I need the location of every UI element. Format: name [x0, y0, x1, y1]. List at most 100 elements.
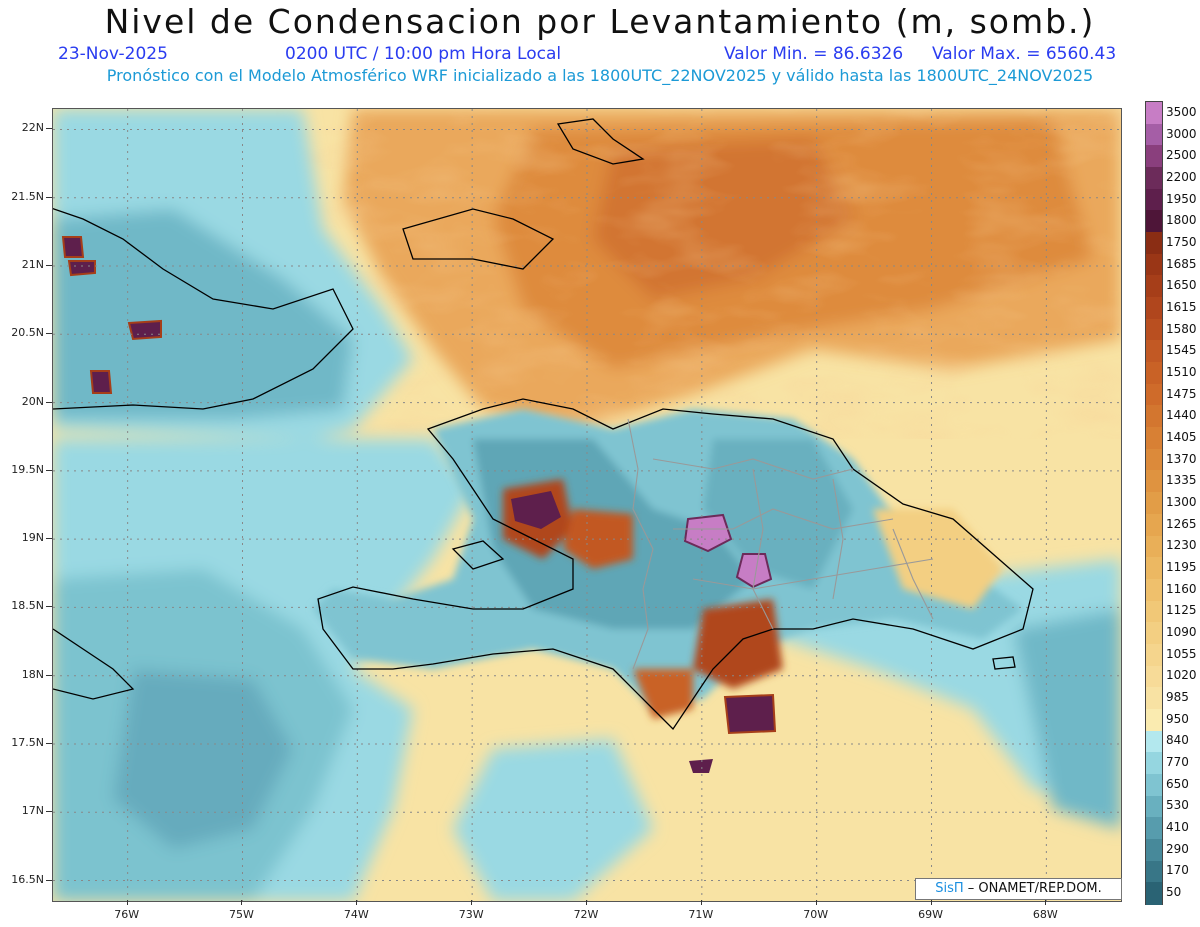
colorbar-level-label: 1510	[1166, 364, 1197, 379]
longitude-tick-mark	[241, 900, 243, 905]
colorbar-level-label: 770	[1166, 755, 1189, 770]
coast-jamaica	[53, 628, 135, 700]
colorbar-level-label: 1230	[1166, 538, 1197, 553]
coast-saona	[992, 656, 1016, 670]
colorbar-level-label: 1650	[1166, 278, 1197, 293]
latitude-tick-mark	[46, 128, 52, 130]
longitude-tick-mark	[1045, 900, 1047, 905]
credit-brand: SisΠ	[935, 881, 964, 896]
latitude-tick-mark	[46, 469, 52, 471]
coastlines	[53, 118, 1034, 731]
colorbar-level-label: 3000	[1166, 126, 1197, 141]
longitude-tick-mark	[815, 900, 817, 905]
colorbar-segment	[1146, 622, 1162, 645]
longitude-tick-label: 74W	[343, 908, 369, 921]
colorbar-level-label: 290	[1166, 841, 1189, 856]
colorbar-level-label: 650	[1166, 776, 1189, 791]
colorbar-segment	[1146, 730, 1162, 753]
colorbar-level-label: 1615	[1166, 299, 1197, 314]
colorbar-segment	[1146, 427, 1162, 450]
map-panel	[52, 108, 1122, 902]
colorbar-level-label: 50	[1166, 885, 1182, 900]
coast-caicos	[556, 118, 645, 165]
field-teal-west	[53, 109, 473, 901]
latitude-tick-mark	[46, 401, 52, 403]
colorbar-level-label: 1440	[1166, 408, 1197, 423]
longitude-tick-mark	[356, 900, 358, 905]
colorbar-level-label: 1195	[1166, 560, 1197, 575]
colorbar-segment	[1146, 578, 1162, 602]
colorbar-segment	[1146, 557, 1162, 580]
longitude-tick-label: 71W	[688, 908, 714, 921]
latitude-tick-label: 20N	[21, 394, 44, 408]
colorbar-segment	[1146, 600, 1162, 623]
latitude-tick-mark	[46, 538, 52, 540]
colorbar-segment	[1146, 492, 1162, 515]
coast-cuba	[53, 208, 354, 410]
latitude-tick-label: 21.5N	[11, 189, 44, 203]
colorbar-segment	[1146, 752, 1162, 775]
longitude-tick-mark	[471, 900, 473, 905]
colorbar-segment	[1146, 860, 1162, 883]
colorbar-segment	[1146, 470, 1162, 493]
colorbar-segment	[1146, 210, 1162, 233]
colorbar-segment	[1146, 340, 1162, 363]
colorbar-level-label: 840	[1166, 733, 1189, 748]
colorbar-segment	[1146, 665, 1162, 688]
colorbar-segment	[1146, 145, 1162, 168]
colorbar-segment	[1146, 318, 1162, 342]
longitude-tick-mark	[930, 900, 932, 905]
field-orange-texture	[353, 109, 1121, 409]
latitude-tick-mark	[46, 811, 52, 813]
colorbar-level-label: 1055	[1166, 646, 1197, 661]
latitude-tick-label: 21N	[21, 258, 44, 272]
colorbar-segment	[1146, 817, 1162, 840]
colorbar	[1145, 101, 1163, 905]
colorbar-level-label: 1370	[1166, 451, 1197, 466]
colorbar-level-label: 1800	[1166, 213, 1197, 228]
latitude-tick-label: 18N	[21, 667, 44, 681]
longitude-tick-label: 68W	[1032, 908, 1058, 921]
lcl-map	[53, 109, 1121, 901]
coast-inagua	[402, 208, 555, 270]
colorbar-level-label: 2500	[1166, 148, 1197, 163]
colorbar-segment	[1146, 167, 1162, 190]
colorbar-level-label: 1475	[1166, 386, 1197, 401]
admin-boundaries	[627, 418, 934, 670]
colorbar-level-label: 2200	[1166, 169, 1197, 184]
colorbar-level-label: 1020	[1166, 668, 1197, 683]
latitude-tick-label: 17.5N	[11, 735, 44, 749]
colorbar-segment	[1146, 513, 1162, 537]
colorbar-level-label: 1405	[1166, 429, 1197, 444]
credit-text: – ONAMET/REP.DOM.	[963, 881, 1102, 896]
colorbar-segment	[1146, 362, 1162, 385]
colorbar-level-label: 1265	[1166, 516, 1197, 531]
longitude-tick-mark	[700, 900, 702, 905]
colorbar-level-label: 950	[1166, 711, 1189, 726]
colorbar-level-label: 985	[1166, 690, 1189, 705]
colorbar-level-label: 170	[1166, 863, 1189, 878]
coast-hispaniola	[317, 398, 1034, 731]
latitude-tick-mark	[46, 196, 52, 198]
colorbar-level-label: 1300	[1166, 495, 1197, 509]
colorbar-segment	[1146, 383, 1162, 407]
model-info: Pronóstico con el Modelo Atmosférico WRF…	[106, 66, 1094, 85]
latitude-tick-mark	[46, 265, 52, 267]
colorbar-segment	[1146, 297, 1162, 320]
latitude-tick-mark	[46, 742, 52, 744]
max-value: Valor Max. = 6560.43	[932, 44, 1117, 64]
colorbar-segment	[1146, 188, 1162, 211]
forecast-date: 23-Nov-2025	[58, 44, 168, 64]
forecast-time: 0200 UTC / 10:00 pm Hora Local	[285, 44, 562, 64]
colorbar-level-label: 1090	[1166, 625, 1197, 640]
colorbar-level-label: 1580	[1166, 321, 1197, 336]
colorbar-segment	[1146, 708, 1162, 732]
colorbar-level-label: 3500	[1166, 104, 1197, 119]
latitude-tick-label: 20.5N	[11, 326, 44, 340]
latitude-tick-label: 18.5N	[11, 599, 44, 613]
longitude-tick-label: 69W	[918, 908, 943, 921]
field-purple-hotspots	[61, 236, 777, 773]
colorbar-level-label: 1335	[1166, 473, 1197, 488]
latitude-tick-mark	[46, 879, 52, 881]
credit-box: SisΠ – ONAMET/REP.DOM.	[915, 878, 1122, 900]
